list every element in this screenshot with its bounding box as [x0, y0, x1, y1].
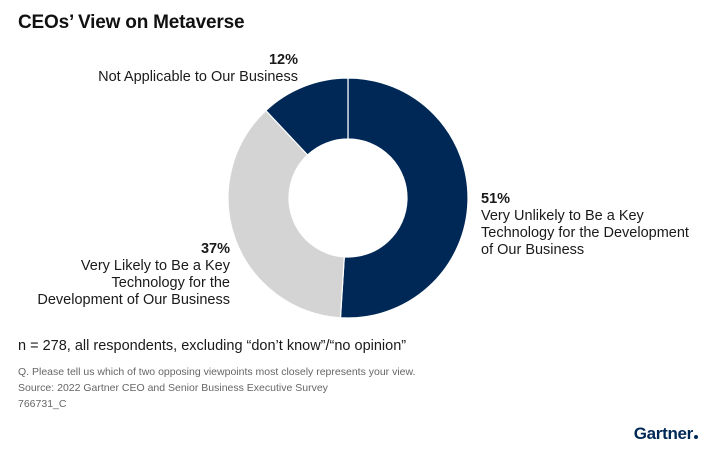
slice-very-likely: [227, 109, 345, 319]
slice-text-very-unlikely: Very Unlikely to Be a Key Technology for…: [481, 208, 689, 258]
chart-title: CEOs’ View on Metaverse: [18, 12, 245, 33]
slice-label-very-likely: 37% Very Likely to Be a Key Technology f…: [20, 241, 230, 309]
slice-text-not-applicable: Not Applicable to Our Business: [98, 69, 298, 85]
sample-note: n = 278, all respondents, excluding “don…: [18, 338, 407, 354]
slice-text-very-likely: Very Likely to Be a Key Technology for t…: [37, 258, 230, 308]
slice-not-applicable: [265, 77, 349, 156]
slice-value-very-unlikely: 51%: [481, 191, 511, 207]
slice-value-not-applicable: 12%: [268, 52, 298, 68]
logo-dot-icon: [694, 435, 698, 439]
slice-very-unlikely: [339, 77, 469, 319]
slice-label-very-unlikely: 51% Very Unlikely to Be a Key Technology…: [481, 191, 689, 259]
chart-code: 766731_C: [18, 398, 67, 410]
logo-text: Gartner: [633, 424, 694, 443]
slice-value-very-likely: 37%: [200, 241, 230, 257]
slice-label-not-applicable: 12% Not Applicable to Our Business: [60, 52, 298, 86]
question-text: Q. Please tell us which of two opposing …: [18, 366, 416, 378]
source-text: Source: 2022 Gartner CEO and Senior Busi…: [18, 382, 328, 394]
gartner-logo: Gartner: [634, 424, 698, 444]
